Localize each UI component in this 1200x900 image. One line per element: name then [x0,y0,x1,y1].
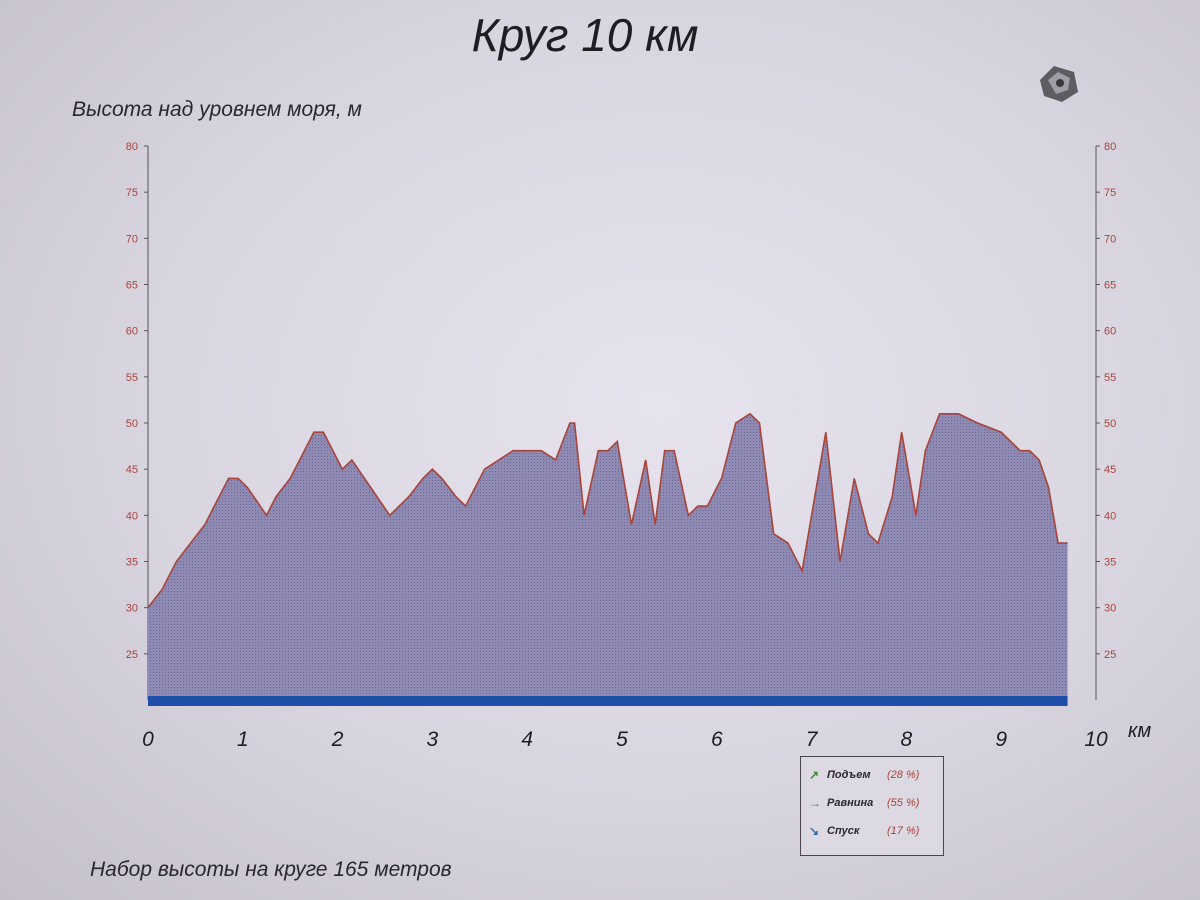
legend-percent: (28 %) [887,769,920,781]
y-tick-label-left: 55 [126,372,138,384]
legend-item-descent: ↘ Спуск (17 %) [809,821,919,841]
route-baseline-bar [148,696,1068,706]
elevation-gain-note: Набор высоты на круге 165 метров [90,858,452,881]
legend: ↗ Подъем (28 %) → Равнина (55 %) ↘ Спуск… [800,756,944,856]
legend-label: Спуск [827,825,860,837]
y-tick-label-left: 70 [126,233,138,245]
x-tick-label: 8 [901,728,913,751]
y-tick-label-left: 50 [126,418,138,430]
y-tick-label-left: 25 [126,649,138,661]
y-tick-label-right: 45 [1104,464,1116,476]
y-tick-label-right: 30 [1104,603,1116,615]
y-tick-label-left: 30 [126,603,138,615]
y-tick-label-left: 80 [126,141,138,153]
legend-percent: (17 %) [887,825,920,837]
y-tick-label-right: 40 [1104,510,1116,522]
legend-item-flat: → Равнина (55 %) [809,793,919,813]
x-tick-label: 10 [1084,728,1108,751]
arrow-down-right-icon: ↘ [809,824,820,838]
arrow-right-icon: → [809,796,821,810]
y-tick-label-left: 65 [126,280,138,292]
y-tick-label-right: 75 [1104,187,1116,199]
y-tick-label-right: 70 [1104,233,1116,245]
x-tick-label: 6 [711,728,723,751]
y-tick-label-left: 35 [126,557,138,569]
y-tick-label-left: 40 [126,510,138,522]
y-tick-label-right: 65 [1104,280,1116,292]
y-tick-label-right: 80 [1104,141,1116,153]
x-tick-label: 9 [995,728,1007,751]
y-tick-label-right: 55 [1104,372,1116,384]
x-tick-label: 5 [616,728,628,751]
legend-label: Равнина [827,797,874,809]
x-tick-label: 3 [427,728,439,751]
elevation-line [147,412,1068,609]
legend-item-ascent: ↗ Подъем (28 %) [809,765,919,785]
y-tick-label-right: 25 [1104,649,1116,661]
y-tick-label-left: 60 [126,326,138,338]
x-tick-label: 7 [806,728,819,751]
x-tick-label: 1 [237,728,249,751]
y-tick-label-right: 35 [1104,557,1116,569]
x-tick-label: 0 [142,728,154,751]
elevation-area [148,413,1068,702]
y-tick-label-right: 50 [1104,418,1116,430]
legend-percent: (55 %) [887,797,920,809]
x-tick-label: 2 [331,728,344,751]
y-tick-label-left: 75 [126,187,138,199]
y-axis-label: Высота над уровнем моря, м [72,98,362,121]
y-tick-label-right: 60 [1104,326,1116,338]
arrow-up-right-icon: ↗ [809,768,820,782]
x-axis-unit: км [1128,720,1152,742]
x-tick-label: 4 [521,728,533,751]
legend-label: Подъем [827,769,871,781]
pushpin-icon [1040,66,1078,102]
y-tick-label-left: 45 [126,464,138,476]
chart-title: Круг 10 км [471,9,699,61]
